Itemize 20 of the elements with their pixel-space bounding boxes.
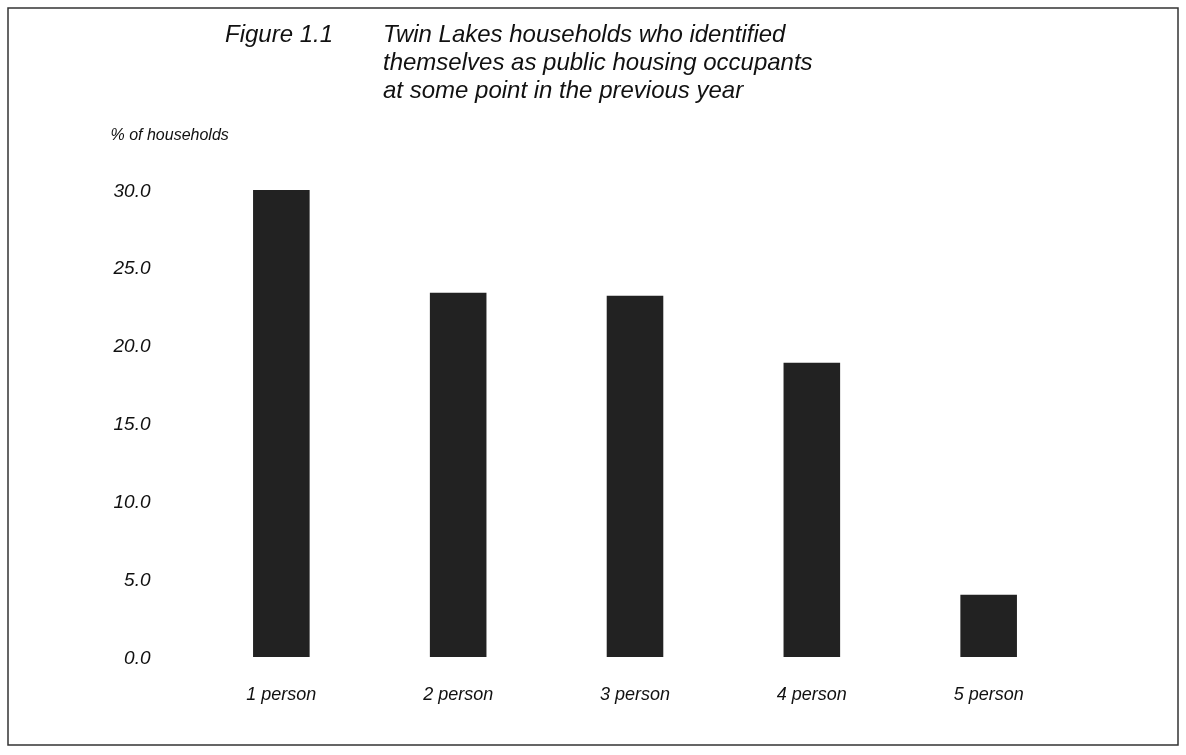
bar [960, 594, 1017, 657]
bar [253, 190, 310, 657]
y-tick-label: 0.0 [124, 646, 151, 668]
y-tick-label: 25.0 [112, 257, 151, 279]
bar [429, 292, 487, 657]
y-tick-label: 20.0 [112, 335, 151, 357]
bar [606, 295, 664, 657]
chart-subtitle: Twin Lakes households who identified themselves as public housing occupants at some point in the previous year [383, 20, 813, 103]
x-tick-label: 1 person [246, 683, 317, 704]
x-tick-label: 4 person [776, 683, 847, 704]
y-axis-title: % of households [110, 125, 229, 143]
x-tick-label: 5 person [953, 683, 1024, 704]
bar [783, 362, 841, 657]
y-tick-label: 10.0 [113, 490, 151, 512]
y-tick-label: 30.0 [113, 179, 151, 201]
x-tick-label: 2 person [422, 683, 494, 704]
x-tick-label: 3 person [599, 683, 671, 704]
chart-title: Figure 1.1 [225, 20, 334, 47]
y-tick-label: 15.0 [113, 413, 151, 434]
y-tick-label: 5.0 [124, 568, 151, 590]
